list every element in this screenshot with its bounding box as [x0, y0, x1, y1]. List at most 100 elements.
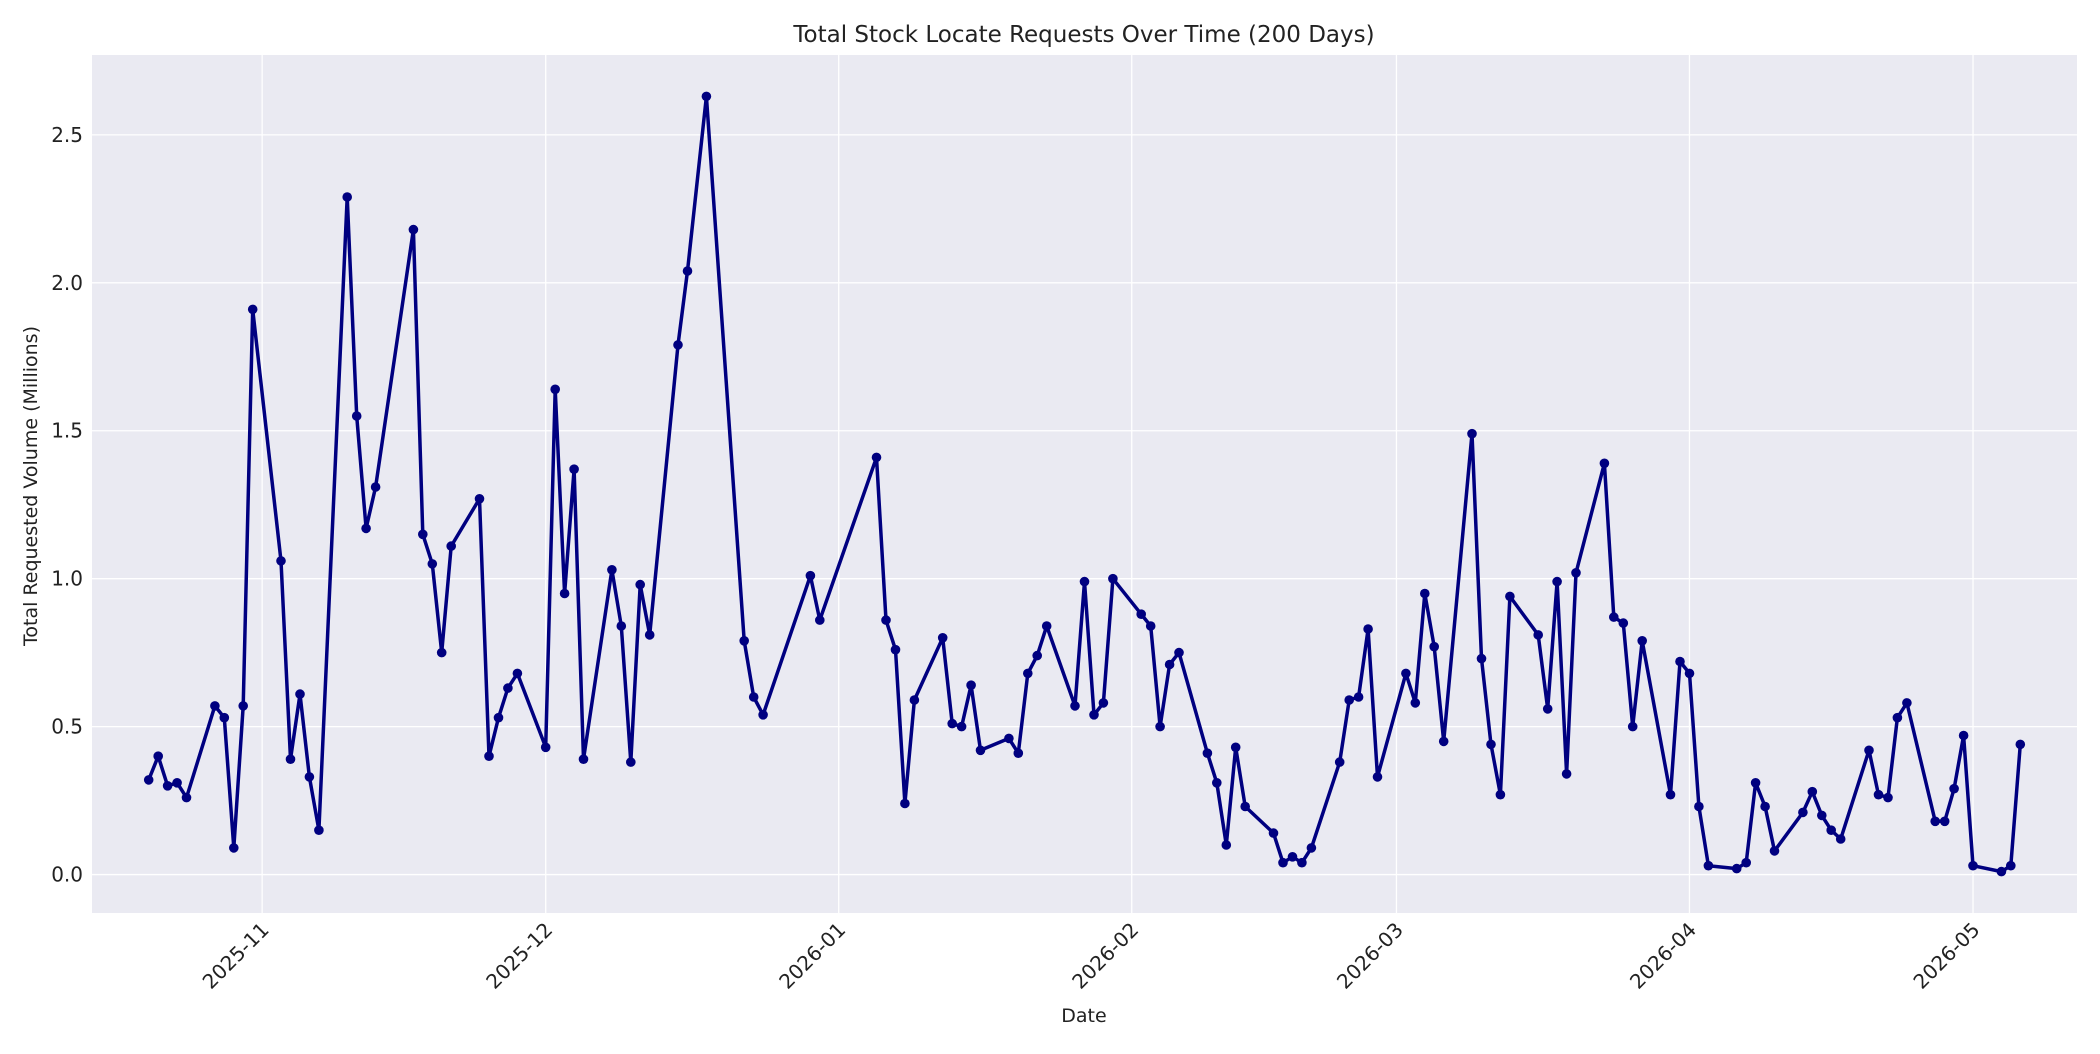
data-point: [418, 529, 428, 540]
data-point: [1098, 698, 1109, 708]
data-point: [143, 775, 154, 785]
data-point: [1495, 789, 1506, 800]
data-point: [1571, 568, 1581, 578]
data-point: [1798, 807, 1808, 818]
data-point: [900, 798, 910, 809]
y-tick-label: 0.5: [51, 715, 83, 739]
data-point: [1939, 816, 1950, 827]
y-tick-label: 0.0: [51, 863, 83, 887]
data-point: [2015, 739, 2026, 750]
data-point: [1637, 636, 1647, 646]
data-point: [503, 683, 513, 693]
data-point: [1013, 748, 1024, 758]
data-point: [1561, 769, 1572, 779]
data-point: [172, 778, 182, 788]
data-point: [1202, 748, 1213, 758]
data-point: [1552, 576, 1562, 587]
data-point: [370, 482, 381, 492]
data-point: [540, 742, 551, 753]
data-point: [474, 494, 485, 504]
data-point: [342, 192, 353, 202]
x-tick-label: 2025-11: [198, 918, 274, 994]
data-point: [1769, 846, 1780, 856]
y-tick-label: 2.5: [51, 123, 83, 147]
data-point: [1221, 840, 1232, 850]
plot-area: [92, 55, 2077, 913]
series-markers: [143, 91, 2026, 877]
data-point: [1760, 801, 1770, 812]
data-point: [219, 712, 230, 723]
y-tick-label: 2.0: [51, 271, 83, 295]
data-point: [1438, 736, 1449, 747]
data-point: [484, 751, 494, 761]
y-tick-label: 1.0: [51, 567, 83, 591]
data-point: [1353, 692, 1364, 702]
data-point: [1618, 618, 1629, 628]
data-point: [1240, 801, 1250, 812]
data-point: [1902, 698, 1912, 708]
data-point: [304, 772, 315, 782]
data-point: [1278, 857, 1288, 868]
data-point: [446, 541, 457, 551]
data-point: [1750, 778, 1761, 788]
data-point: [285, 754, 296, 764]
data-point: [295, 689, 305, 699]
data-point: [351, 411, 362, 421]
y-axis-label: Total Requested Volume (Millions): [20, 326, 42, 647]
data-point: [1004, 733, 1014, 744]
data-point: [1164, 659, 1175, 670]
data-point: [966, 680, 976, 690]
data-point: [1467, 428, 1477, 439]
data-point: [559, 588, 570, 599]
data-point: [1155, 721, 1165, 732]
data-point: [1486, 739, 1496, 750]
data-point: [1334, 757, 1345, 767]
data-point: [1835, 834, 1846, 844]
data-point: [805, 570, 816, 581]
grid-lines: [92, 55, 2077, 913]
data-point: [1873, 789, 1884, 800]
data-point: [2006, 860, 2016, 871]
data-point: [1420, 588, 1430, 599]
data-point: [975, 745, 986, 756]
data-point: [673, 340, 683, 350]
data-point: [871, 452, 882, 463]
data-point: [1306, 843, 1317, 853]
data-point: [247, 304, 258, 315]
data-point: [1694, 801, 1704, 812]
data-point: [1363, 624, 1373, 634]
data-point: [1212, 778, 1222, 788]
y-tick-label: 1.5: [51, 419, 83, 443]
data-point: [682, 266, 693, 276]
data-point: [427, 559, 438, 569]
data-point: [1675, 656, 1685, 667]
data-point: [1741, 857, 1751, 868]
data-point: [153, 751, 163, 761]
data-point: [1968, 860, 1978, 871]
data-point: [1344, 695, 1354, 705]
data-point: [1372, 772, 1383, 782]
data-point: [1996, 866, 2007, 877]
data-point: [1703, 860, 1714, 871]
x-tick-label: 2026-02: [1067, 918, 1143, 994]
data-point: [758, 710, 768, 720]
data-point: [1023, 668, 1033, 679]
data-point: [701, 91, 712, 102]
data-point: [1079, 576, 1090, 587]
data-point: [1665, 789, 1676, 800]
data-point: [1930, 816, 1940, 827]
data-point: [181, 792, 192, 803]
data-point: [881, 615, 891, 625]
data-point: [238, 701, 248, 711]
x-tick-label: 2026-01: [774, 918, 850, 994]
data-point: [1542, 704, 1553, 714]
data-point: [956, 721, 967, 732]
data-point: [1429, 641, 1439, 652]
data-point: [607, 565, 617, 575]
data-point: [1136, 609, 1146, 619]
data-point: [1731, 863, 1742, 874]
data-point: [739, 636, 749, 646]
data-point: [569, 464, 579, 475]
data-point: [1958, 730, 1969, 741]
data-point: [1108, 573, 1118, 584]
